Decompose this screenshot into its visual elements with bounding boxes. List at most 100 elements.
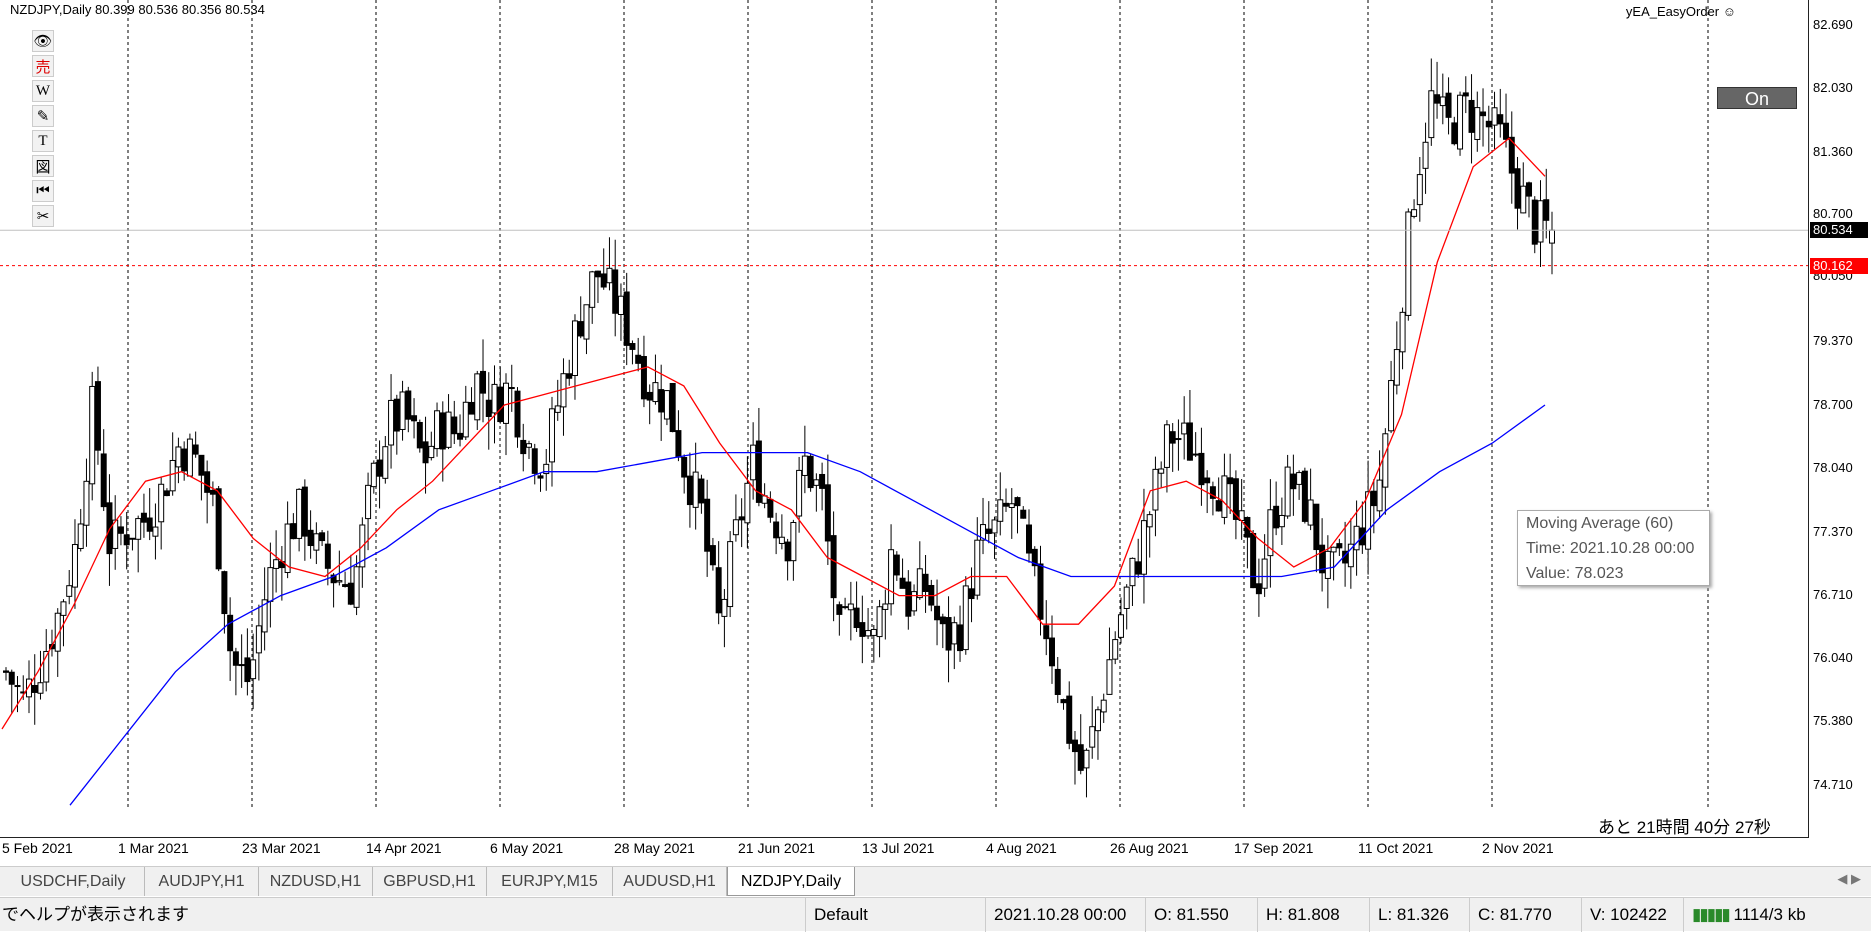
candle[interactable] bbox=[1526, 181, 1533, 218]
candle[interactable] bbox=[353, 555, 360, 616]
candle[interactable] bbox=[1135, 538, 1142, 578]
candle[interactable] bbox=[359, 517, 366, 588]
candle[interactable] bbox=[991, 516, 998, 559]
candle[interactable] bbox=[882, 589, 889, 640]
candle[interactable] bbox=[307, 510, 314, 559]
candle[interactable] bbox=[1503, 93, 1510, 148]
candle[interactable] bbox=[405, 386, 412, 433]
candle[interactable] bbox=[658, 364, 665, 441]
candle[interactable] bbox=[1324, 535, 1331, 609]
candle[interactable] bbox=[1491, 91, 1498, 150]
candle[interactable] bbox=[623, 272, 630, 366]
chart-tab[interactable]: AUDJPY,H1 bbox=[145, 867, 259, 896]
candle[interactable] bbox=[957, 605, 964, 662]
price-chart[interactable] bbox=[0, 0, 1808, 838]
candle[interactable] bbox=[1031, 546, 1038, 577]
candle[interactable] bbox=[922, 554, 929, 613]
candle[interactable] bbox=[1026, 509, 1033, 563]
candle[interactable] bbox=[290, 513, 297, 540]
candle[interactable] bbox=[583, 304, 590, 355]
candle[interactable] bbox=[1336, 538, 1343, 556]
candle[interactable] bbox=[342, 571, 349, 588]
candle[interactable] bbox=[773, 512, 780, 555]
candle[interactable] bbox=[744, 456, 751, 548]
candle[interactable] bbox=[324, 530, 331, 586]
candle[interactable] bbox=[370, 460, 377, 494]
scissors-icon[interactable]: ✂ bbox=[32, 205, 54, 227]
candle[interactable] bbox=[525, 440, 532, 460]
candle[interactable] bbox=[273, 530, 280, 593]
chart-area[interactable]: NZDJPY,Daily 80.399 80.536 80.356 80.534… bbox=[0, 0, 1808, 838]
candle[interactable] bbox=[100, 429, 107, 512]
candle[interactable] bbox=[692, 442, 699, 530]
sell-icon[interactable]: 売 bbox=[32, 55, 54, 77]
candle[interactable] bbox=[629, 340, 636, 365]
candle[interactable] bbox=[686, 452, 693, 528]
candle[interactable] bbox=[577, 296, 584, 339]
candle[interactable] bbox=[646, 384, 653, 425]
pencil-icon[interactable]: ✎ bbox=[32, 105, 54, 127]
candle[interactable] bbox=[1399, 307, 1406, 370]
candle[interactable] bbox=[319, 529, 326, 547]
candle[interactable] bbox=[1163, 420, 1170, 493]
candle[interactable] bbox=[1255, 558, 1262, 617]
candle[interactable] bbox=[1003, 488, 1010, 512]
candle[interactable] bbox=[1244, 516, 1251, 569]
candle[interactable] bbox=[129, 537, 136, 551]
candle[interactable] bbox=[1123, 584, 1130, 630]
candle[interactable] bbox=[209, 481, 216, 507]
candle[interactable] bbox=[1238, 479, 1245, 540]
candle[interactable] bbox=[301, 479, 308, 561]
candle[interactable] bbox=[945, 596, 952, 683]
w-icon[interactable]: W bbox=[32, 80, 54, 102]
candle[interactable] bbox=[738, 498, 745, 548]
candle[interactable] bbox=[1071, 730, 1078, 785]
candle[interactable] bbox=[1227, 453, 1234, 514]
candle[interactable] bbox=[1416, 156, 1423, 222]
candle[interactable] bbox=[227, 597, 234, 681]
candle[interactable] bbox=[491, 365, 498, 444]
candle[interactable] bbox=[589, 270, 596, 324]
candle[interactable] bbox=[1347, 518, 1354, 589]
shape-icon[interactable]: 図 bbox=[32, 155, 54, 177]
candle[interactable] bbox=[204, 460, 211, 524]
candle[interactable] bbox=[1158, 461, 1165, 488]
candle[interactable] bbox=[813, 473, 820, 512]
candle[interactable] bbox=[784, 538, 791, 581]
candle[interactable] bbox=[152, 503, 159, 560]
candle[interactable] bbox=[876, 599, 883, 658]
chart-tab[interactable]: NZDJPY,Daily bbox=[727, 867, 855, 896]
candle[interactable] bbox=[399, 380, 406, 441]
candle[interactable] bbox=[1445, 77, 1452, 135]
candle[interactable] bbox=[548, 396, 555, 487]
candle[interactable] bbox=[267, 542, 274, 628]
candle[interactable] bbox=[732, 494, 739, 542]
candle[interactable] bbox=[1278, 497, 1285, 545]
candle[interactable] bbox=[1428, 58, 1435, 146]
candle[interactable] bbox=[1169, 423, 1176, 472]
candle[interactable] bbox=[1411, 199, 1418, 219]
status-profile[interactable]: Default bbox=[805, 898, 985, 932]
candle[interactable] bbox=[451, 400, 458, 445]
candle[interactable] bbox=[1250, 530, 1257, 589]
price-axis[interactable]: 82.690 82.030 81.360 80.700 80.050 79.370 78.7… bbox=[1808, 0, 1871, 838]
candle[interactable] bbox=[1485, 105, 1492, 153]
candle[interactable] bbox=[1514, 156, 1521, 230]
candle[interactable] bbox=[83, 458, 90, 547]
candle[interactable] bbox=[842, 597, 849, 610]
candle[interactable] bbox=[847, 581, 854, 641]
candle[interactable] bbox=[221, 570, 228, 634]
candle[interactable] bbox=[1204, 470, 1211, 514]
candle[interactable] bbox=[721, 589, 728, 648]
candle[interactable] bbox=[411, 398, 418, 439]
candle[interactable] bbox=[715, 541, 722, 625]
candle[interactable] bbox=[462, 385, 469, 441]
candle[interactable] bbox=[606, 237, 613, 291]
candle[interactable] bbox=[1549, 211, 1555, 275]
candle[interactable] bbox=[1307, 468, 1314, 531]
candle[interactable] bbox=[698, 474, 705, 514]
candle[interactable] bbox=[1434, 61, 1441, 119]
candle[interactable] bbox=[71, 519, 78, 609]
candle[interactable] bbox=[911, 584, 918, 616]
candle[interactable] bbox=[1330, 546, 1337, 581]
